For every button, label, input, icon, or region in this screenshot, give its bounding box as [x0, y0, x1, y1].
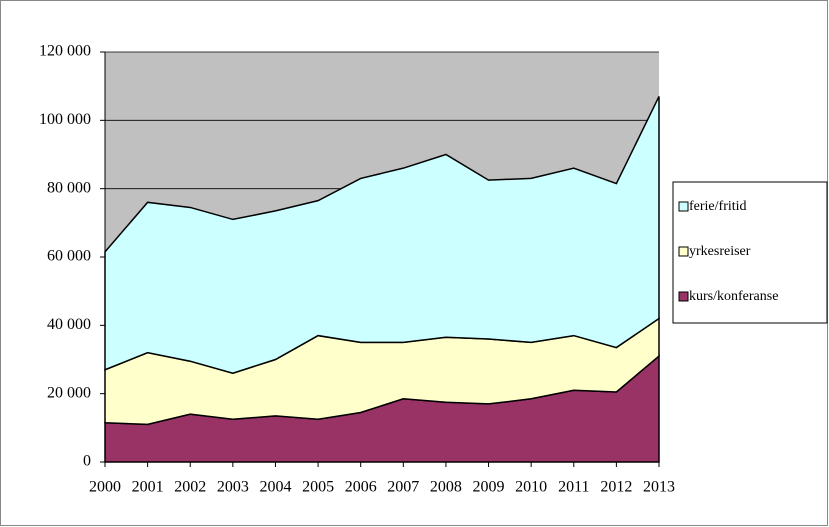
x-tick-label: 2001	[132, 479, 164, 496]
area	[104, 96, 660, 374]
y-tick-label: 60 000	[47, 248, 91, 265]
x-tick-label: 2004	[259, 479, 291, 496]
legend-swatch	[678, 246, 689, 257]
x-tick-label: 2002	[174, 479, 206, 496]
x-tick-label: 2013	[643, 479, 675, 496]
legend-label: ferie/fritid	[689, 199, 747, 214]
y-tick-label: 40 000	[47, 316, 91, 333]
x-tick-label: 2006	[345, 479, 377, 496]
x-tick-label: 2000	[89, 479, 121, 496]
x-tick-label: 2012	[600, 479, 632, 496]
y-tick-label: 0	[83, 453, 91, 470]
x-tick-label: 2003	[217, 479, 249, 496]
legend-swatch	[678, 291, 689, 302]
x-tick-label: 2005	[302, 479, 334, 496]
x-tick-label: 2011	[558, 479, 589, 496]
x-tick-label: 2007	[387, 479, 419, 496]
x-tick-label: 2010	[515, 479, 547, 496]
y-tick-label: 80 000	[47, 179, 91, 196]
x-tick-label: 2008	[430, 479, 462, 496]
x-tick-label: 2009	[473, 479, 505, 496]
y-tick-label: 100 000	[39, 111, 91, 128]
y-tick-label: 120 000	[39, 43, 91, 60]
legend-swatch	[678, 201, 689, 212]
legend: ferie/fritid yrkesreiser kurs/konferanse	[672, 181, 828, 324]
legend-label: kurs/konferanse	[689, 289, 778, 304]
legend-label: yrkesreiser	[689, 244, 751, 259]
y-tick-label: 20 000	[47, 384, 91, 401]
legend-box	[672, 181, 828, 324]
